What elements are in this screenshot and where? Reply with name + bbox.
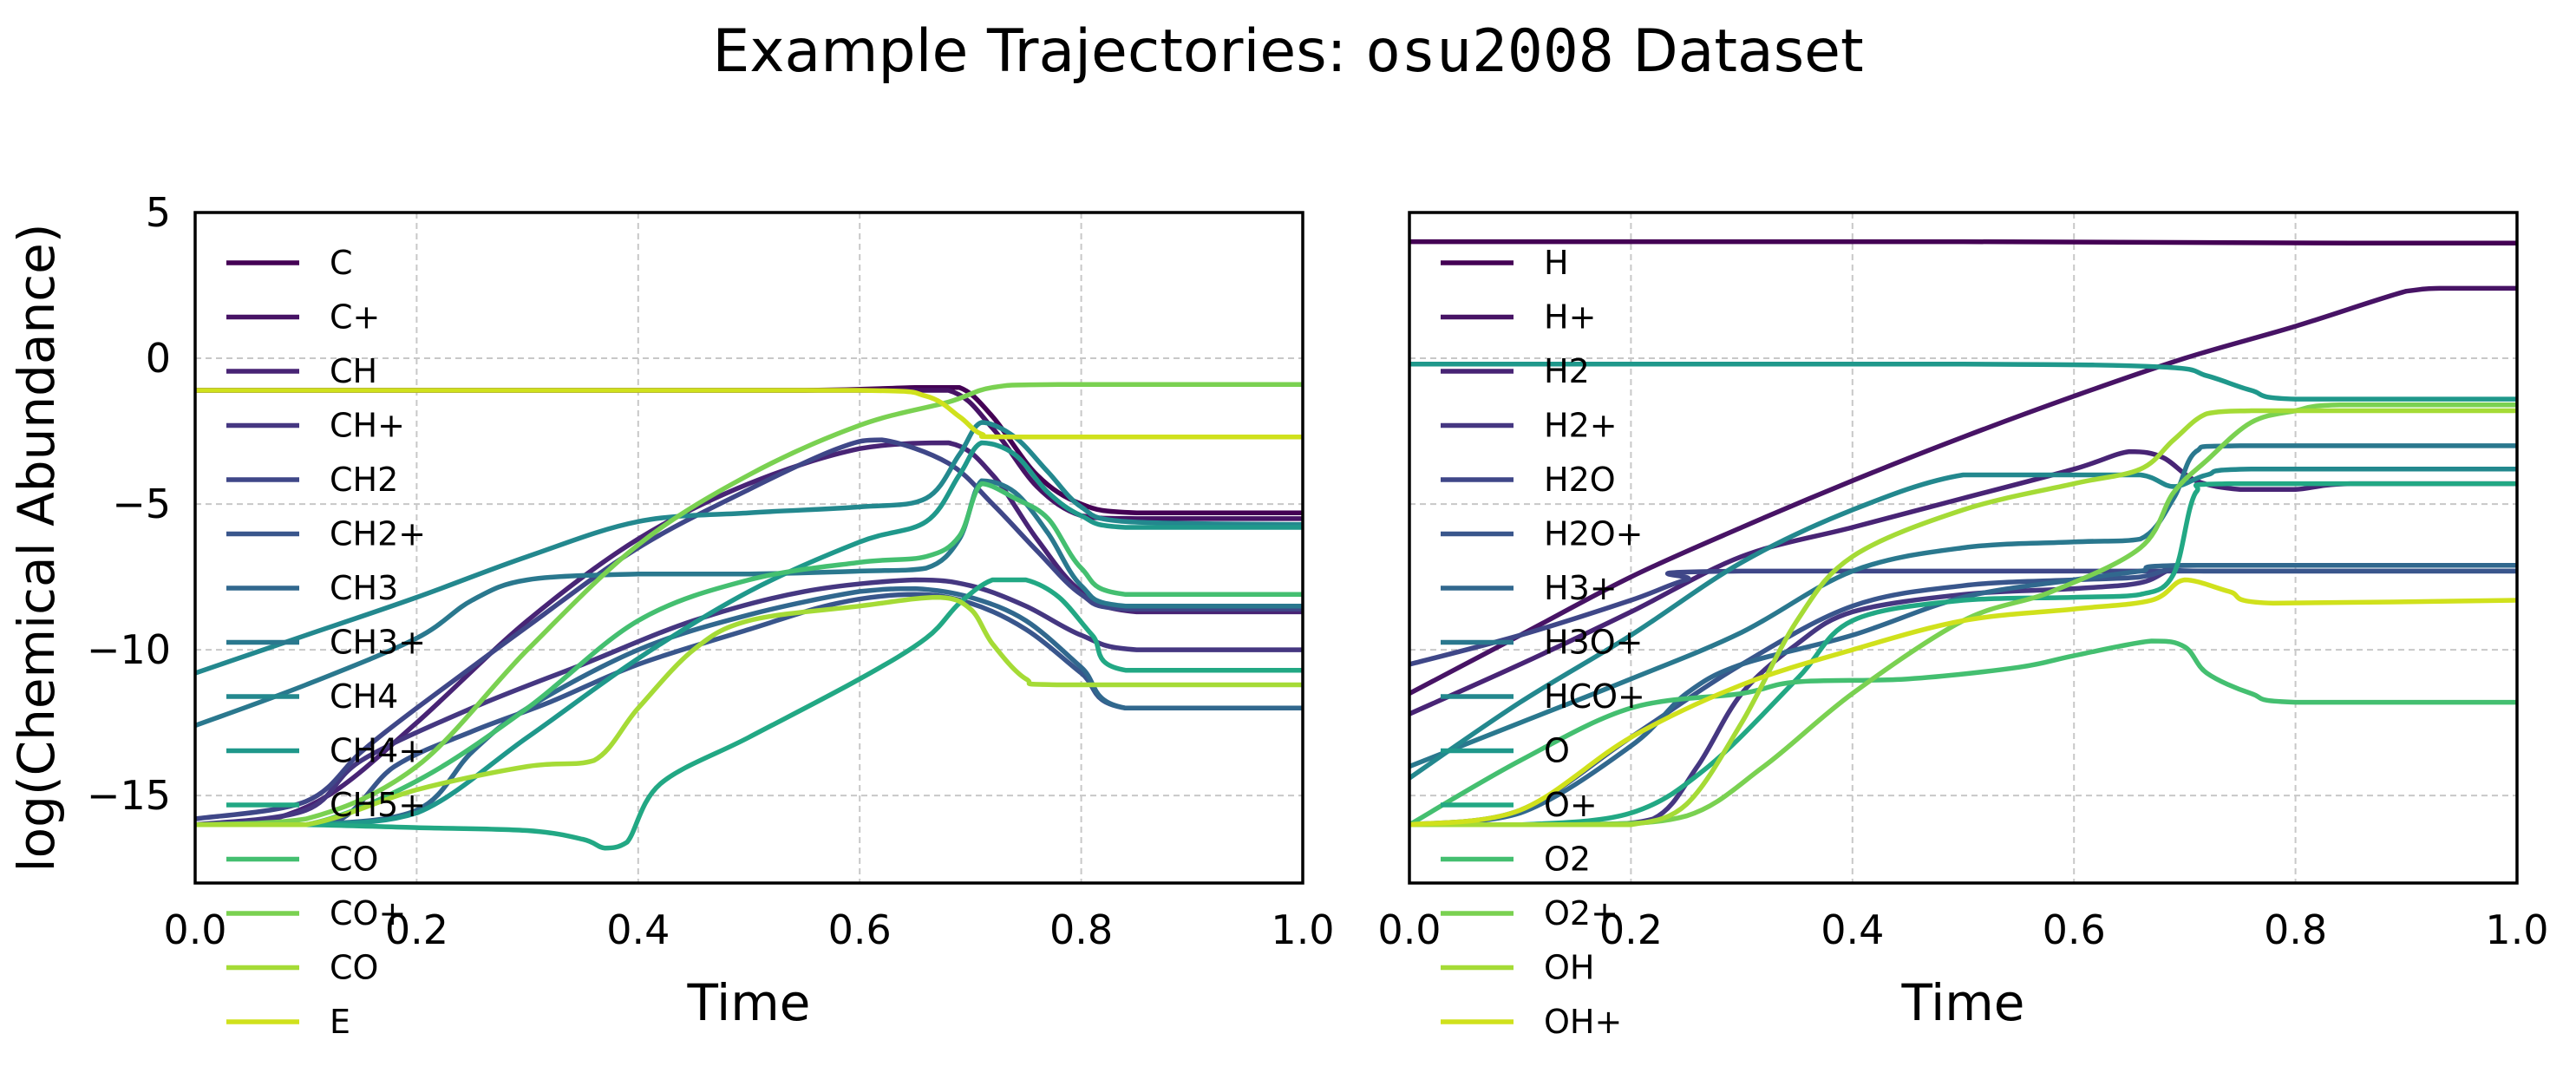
legend: C C+ CH CH+ CH2 CH2+ CH3 CH3+ CH4 CH4+ CH5+ CO CO+ CO…	[226, 244, 426, 1041]
x-tick-label: 1.0	[2485, 906, 2548, 953]
x-tick-label: 0.6	[2043, 906, 2106, 953]
legend-label: CO	[330, 841, 378, 879]
legend-label: OH+	[1544, 1003, 1622, 1041]
title-suffix: Dataset	[1614, 17, 1864, 86]
series-line-h	[1409, 239, 2517, 246]
legend-label: CH4	[330, 677, 398, 716]
series-line-h3o-plus	[1409, 443, 2517, 769]
title-code: osu2008	[1365, 17, 1614, 86]
x-tick-label: 0.8	[1049, 906, 1113, 953]
legend-label: H2O	[1544, 461, 1616, 499]
series-line-ch3-plus	[195, 478, 1303, 729]
series-line-oh	[1409, 408, 2517, 828]
legend-label: C	[330, 244, 353, 282]
legend: H H+ H2 H2+ H2O H2O+ H3+ H3O+ HCO+ O O+ O2 O2+ OH OH+	[1441, 244, 1645, 1041]
x-tick-label: 0.0	[163, 906, 226, 953]
legend-label: H	[1544, 244, 1569, 282]
legend-label: O	[1544, 732, 1570, 770]
series-line-h-plus	[1409, 285, 2517, 697]
legend-label: CH	[330, 352, 377, 390]
series-line-o	[1409, 362, 2517, 402]
series-line-e	[195, 388, 1303, 440]
x-tick-label: 0.4	[606, 906, 670, 953]
legend-label: CH3+	[330, 624, 426, 662]
axes-frame	[193, 211, 1304, 885]
series-line-oh-plus	[1409, 577, 2517, 828]
y-tick-label: −10	[87, 626, 171, 673]
legend-label: O+	[1544, 786, 1598, 824]
axes-frame	[1408, 211, 2519, 885]
legend-label: CH3	[330, 569, 398, 607]
series-line-ch5-plus	[195, 577, 1303, 851]
series-line-co	[195, 481, 1303, 828]
legend-label: CH4+	[330, 732, 426, 770]
legend-label: H3+	[1544, 569, 1618, 607]
series-line-ch2-plus	[195, 592, 1303, 828]
figure-title: Example Trajectories: osu2008 Dataset	[712, 17, 1863, 86]
series-line-ch4	[195, 420, 1303, 676]
legend-label: H+	[1544, 298, 1596, 337]
x-tick-label: 0.0	[1377, 906, 1441, 953]
series-line-hco-plus	[1409, 467, 2517, 781]
right-chart: H H+ H2 H2+ H2O H2O+ H3+ H3O+ HCO+ O O+ O2 O2+ OH OH+ 0…	[1377, 211, 2549, 1041]
legend-label: H2O+	[1544, 515, 1644, 553]
legend-label: OH	[1544, 949, 1594, 987]
y-tick-label: 0	[146, 335, 171, 382]
legend-label: CH2	[330, 461, 398, 499]
x-axis-label: Time	[1901, 973, 2025, 1032]
legend-label: CO	[330, 949, 378, 987]
series-group	[1409, 239, 2517, 828]
title-prefix: Example Trajectories:	[712, 17, 1365, 86]
y-tick-label: 5	[146, 189, 171, 236]
series-line-ch4-plus	[195, 440, 1303, 828]
series-line-ch-plus	[195, 577, 1303, 828]
series-group	[195, 382, 1303, 851]
x-tick-label: 0.8	[2264, 906, 2327, 953]
legend-label: CH2+	[330, 515, 426, 553]
legend-label: C+	[330, 298, 380, 337]
x-tick-label: 0.6	[828, 906, 892, 953]
legend-label: H3O+	[1544, 624, 1644, 662]
series-line-co	[195, 594, 1303, 828]
left-chart: C C+ CH CH+ CH2 CH2+ CH3 CH3+ CH4 CH4+ CH5+ CO CO+ CO…	[7, 189, 1335, 1041]
series-line-o2	[1409, 638, 2517, 828]
y-tick-label: −5	[112, 481, 171, 527]
x-tick-label: 0.2	[385, 906, 448, 953]
legend-label: E	[330, 1003, 350, 1041]
legend-label: CH5+	[330, 786, 426, 824]
x-tick-label: 0.4	[1821, 906, 1884, 953]
x-tick-label: 0.2	[1599, 906, 1663, 953]
y-axis-label: log(Chemical Abundance)	[7, 224, 66, 873]
series-line-ch3	[195, 586, 1303, 828]
legend-label: CO+	[330, 894, 406, 932]
legend-label: CH+	[330, 407, 405, 445]
series-line-o-plus	[1409, 481, 2517, 828]
legend-label: H2	[1544, 352, 1590, 390]
legend-label: O2+	[1544, 894, 1618, 932]
series-line-ch2	[195, 437, 1303, 821]
legend-label: H2+	[1544, 407, 1618, 445]
series-line-ch	[195, 440, 1303, 828]
series-line-co-plus	[195, 382, 1303, 828]
x-axis-label: Time	[687, 973, 811, 1032]
legend-label: HCO+	[1544, 677, 1645, 716]
x-tick-label: 1.0	[1271, 906, 1334, 953]
legend-label: O2	[1544, 841, 1591, 879]
y-tick-label: −15	[87, 772, 171, 819]
